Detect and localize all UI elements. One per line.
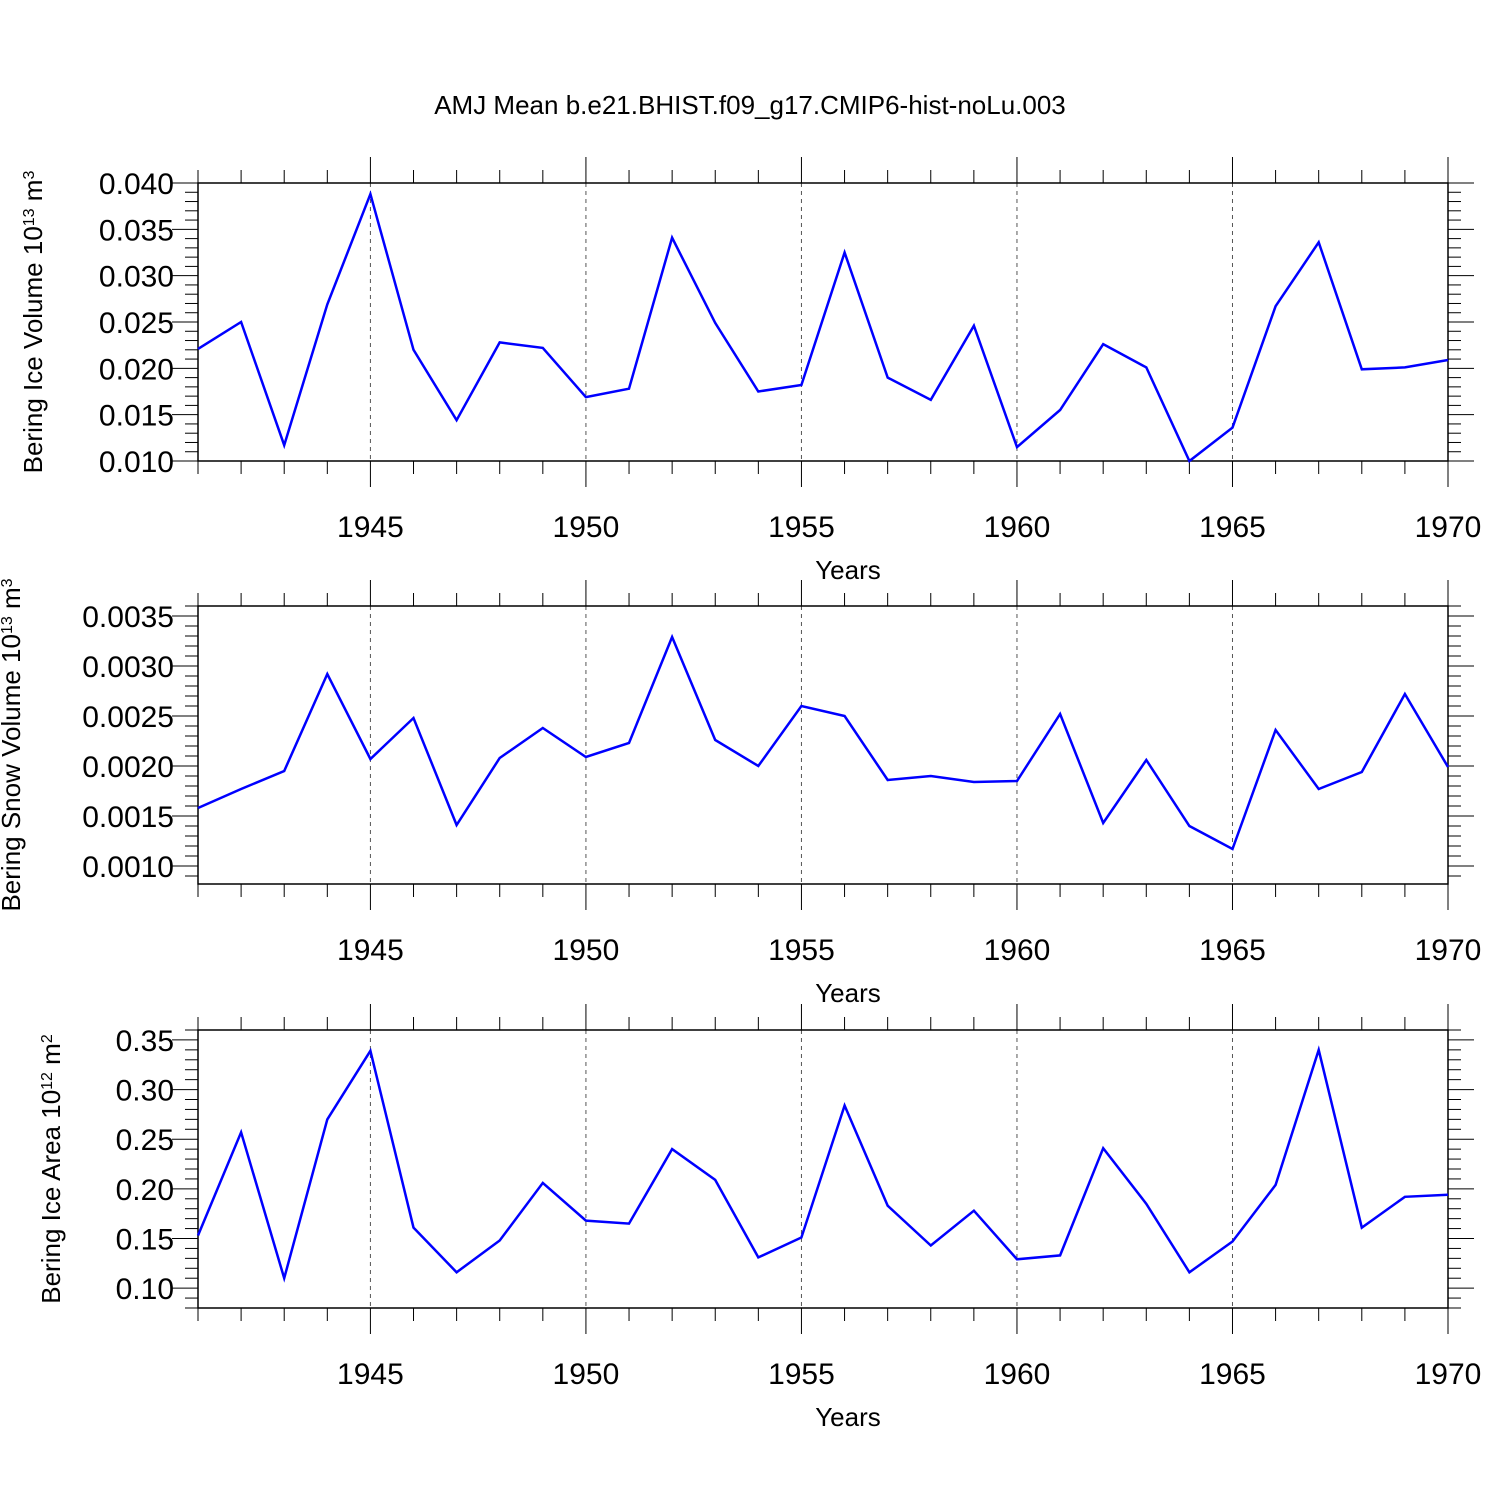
x-tick-label: 1965 (1199, 934, 1266, 967)
x-tick-label: 1950 (553, 934, 620, 967)
y-axis-label-superscript: 3 (0, 578, 16, 587)
y-tick-label: 0.010 (99, 446, 174, 479)
y-tick-label: 0.0010 (82, 851, 174, 884)
y-tick-label: 0.015 (99, 400, 174, 433)
y-tick-label: 0.020 (99, 353, 174, 386)
y-axis-label: Bering Snow Volume 1013 m3 (0, 578, 26, 911)
x-tick-label: 1955 (768, 511, 835, 544)
chart-panel-3: 0.10 0.15 0.20 0.25 0.30 0.35 1945 1950 1955 1960… (36, 1004, 1481, 1432)
y-axis-label-superscript: 13 (21, 208, 38, 226)
x-axis-label: Years (815, 978, 881, 1008)
x-tick-label: 1970 (1415, 934, 1482, 967)
y-axis-label-part: Bering Snow Volume 10 (0, 634, 26, 912)
y-tick-label: 0.20 (116, 1174, 174, 1207)
x-tick-label: 1945 (337, 511, 404, 544)
y-tick-label: 0.25 (116, 1124, 174, 1157)
y-tick-label: 0.10 (116, 1273, 174, 1306)
y-axis-label-part: m (36, 1043, 66, 1072)
y-tick-label: 0.035 (99, 214, 174, 247)
figure-title: AMJ Mean b.e21.BHIST.f09_g17.CMIP6-hist-… (434, 90, 1066, 120)
series-line (196, 1045, 1449, 1283)
y-tick-label: 0.35 (116, 1025, 174, 1058)
x-tick-label: 1945 (337, 934, 404, 967)
x-tick-label: 1965 (1199, 1358, 1266, 1391)
x-tick-label: 1970 (1415, 1358, 1482, 1391)
y-tick-label: 0.025 (99, 307, 174, 340)
y-tick-label: 0.0025 (82, 701, 174, 734)
x-tick-label: 1965 (1199, 511, 1266, 544)
y-axis-label-part: Bering Ice Area 10 (36, 1090, 66, 1304)
x-axis-label: Years (815, 555, 881, 585)
x-tick-label: 1950 (553, 511, 620, 544)
x-axis-label: Years (815, 1402, 881, 1432)
y-axis-label: Bering Ice Volume 1013 m3 (18, 171, 48, 474)
plot-frame (197, 605, 1449, 885)
x-tick-label: 1955 (768, 1358, 835, 1391)
y-tick-label: 0.0035 (82, 601, 174, 634)
y-tick-label: 0.0015 (82, 801, 174, 834)
x-tick-label: 1945 (337, 1358, 404, 1391)
y-tick-label: 0.15 (116, 1224, 174, 1257)
x-tick-label: 1960 (984, 1358, 1051, 1391)
y-axis-label-superscript: 13 (0, 616, 16, 634)
plot-frame (197, 1029, 1449, 1309)
y-tick-label: 0.0020 (82, 751, 174, 784)
x-tick-label: 1970 (1415, 511, 1482, 544)
chart-panel-2: 0.0010 0.0015 0.0020 0.0025 0.0030 0.0035 1945… (0, 578, 1481, 1008)
series-line (197, 190, 1449, 463)
y-tick-label: 0.030 (99, 261, 174, 294)
x-tick-label: 1955 (768, 934, 835, 967)
plot-frame (197, 182, 1449, 462)
y-axis-label: Bering Ice Area 1012 m2 (36, 1034, 66, 1304)
y-axis-label-superscript: 2 (39, 1034, 56, 1043)
y-axis-label-superscript: 12 (39, 1072, 56, 1090)
y-axis-label-superscript: 3 (21, 171, 38, 180)
x-tick-label: 1960 (984, 934, 1051, 967)
y-axis-label-part: m (0, 587, 26, 616)
y-tick-label: 0.040 (99, 168, 174, 201)
chart-panel-1: 0.010 0.015 0.020 0.025 0.030 0.035 0.040 1945 1… (18, 157, 1481, 585)
y-axis-label-part: Bering Ice Volume 10 (18, 226, 48, 473)
x-tick-label: 1960 (984, 511, 1051, 544)
y-tick-label: 0.0030 (82, 651, 174, 684)
series-line (197, 633, 1450, 851)
y-axis-label-part: m (18, 180, 48, 209)
y-tick-label: 0.30 (116, 1075, 174, 1108)
x-tick-label: 1950 (553, 1358, 620, 1391)
